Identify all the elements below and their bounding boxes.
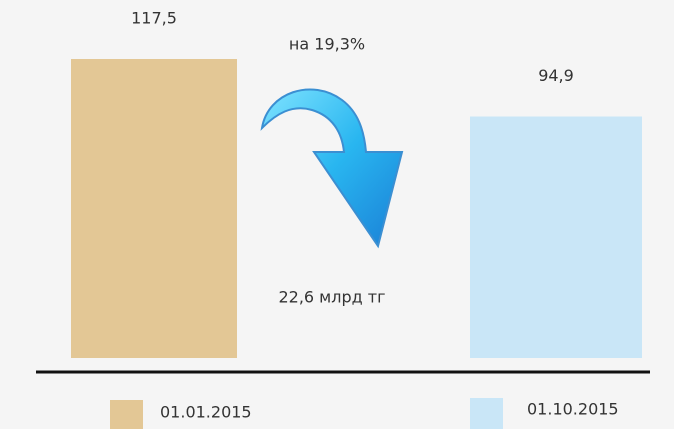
legend-swatch bbox=[110, 400, 143, 429]
annotation: на 19,3% bbox=[289, 35, 365, 54]
legend-label: 01.10.2015 bbox=[527, 400, 619, 419]
value-label: 94,9 bbox=[538, 66, 574, 85]
annotation: 22,6 млрд тг bbox=[278, 288, 385, 307]
chart: на 19,3% 22,6 млрд тг 117,5 01.01.2015 94,… bbox=[0, 0, 674, 429]
legend-swatch bbox=[470, 398, 503, 429]
legend-label: 01.01.2015 bbox=[160, 403, 252, 422]
page: {"chart_data": {"type": "bar", "categori… bbox=[0, 0, 674, 429]
bar bbox=[470, 117, 642, 358]
value-label: 117,5 bbox=[131, 9, 177, 28]
bar bbox=[71, 59, 237, 358]
